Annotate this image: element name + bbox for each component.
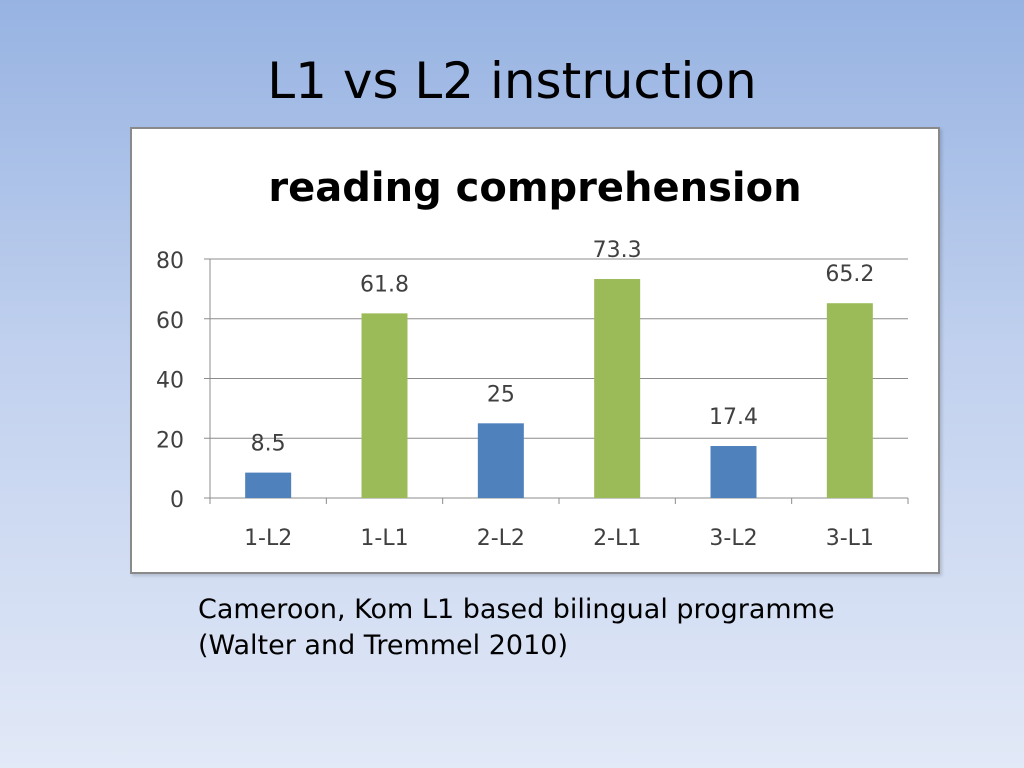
- bar-2-L1: [594, 279, 641, 498]
- x-tick-label: 3-L1: [826, 526, 874, 551]
- data-label: 8.5: [251, 432, 286, 457]
- data-label: 17.4: [709, 405, 758, 430]
- y-tick-label: 40: [156, 369, 184, 394]
- y-tick-label: 80: [156, 249, 184, 274]
- x-tick-label: 2-L1: [593, 526, 641, 551]
- reading-comprehension-chart: reading comprehension 0 20 40 60 80 8.5 1-L2 61…: [156, 165, 909, 551]
- data-label: 65.2: [825, 262, 874, 287]
- y-tick-label: 0: [170, 488, 184, 513]
- chart-title: reading comprehension: [268, 165, 801, 211]
- data-label: 61.8: [360, 272, 409, 297]
- caption: Cameroon, Kom L1 based bilingual program…: [198, 592, 958, 664]
- bar-3-L2: [710, 446, 757, 498]
- x-tick-label: 3-L2: [709, 526, 757, 551]
- bar-2-L2: [477, 423, 524, 498]
- chart-frame: reading comprehension 0 20 40 60 80 8.5 1-L2 61…: [130, 127, 940, 574]
- x-tick-label: 1-L1: [360, 526, 408, 551]
- y-tick-label: 60: [156, 309, 184, 334]
- y-tick-label: 20: [156, 428, 184, 453]
- bar-1-L1: [361, 313, 408, 498]
- caption-line-2: (Walter and Tremmel 2010): [198, 630, 568, 661]
- x-tick-label: 2-L2: [477, 526, 525, 551]
- data-label: 73.3: [593, 238, 642, 263]
- x-tick-label: 1-L2: [244, 526, 292, 551]
- slide-title: L1 vs L2 instruction: [267, 52, 757, 110]
- caption-line-1: Cameroon, Kom L1 based bilingual program…: [198, 594, 835, 625]
- bar-3-L1: [826, 303, 873, 498]
- data-label: 25: [487, 382, 515, 407]
- bar-1-L2: [245, 472, 292, 498]
